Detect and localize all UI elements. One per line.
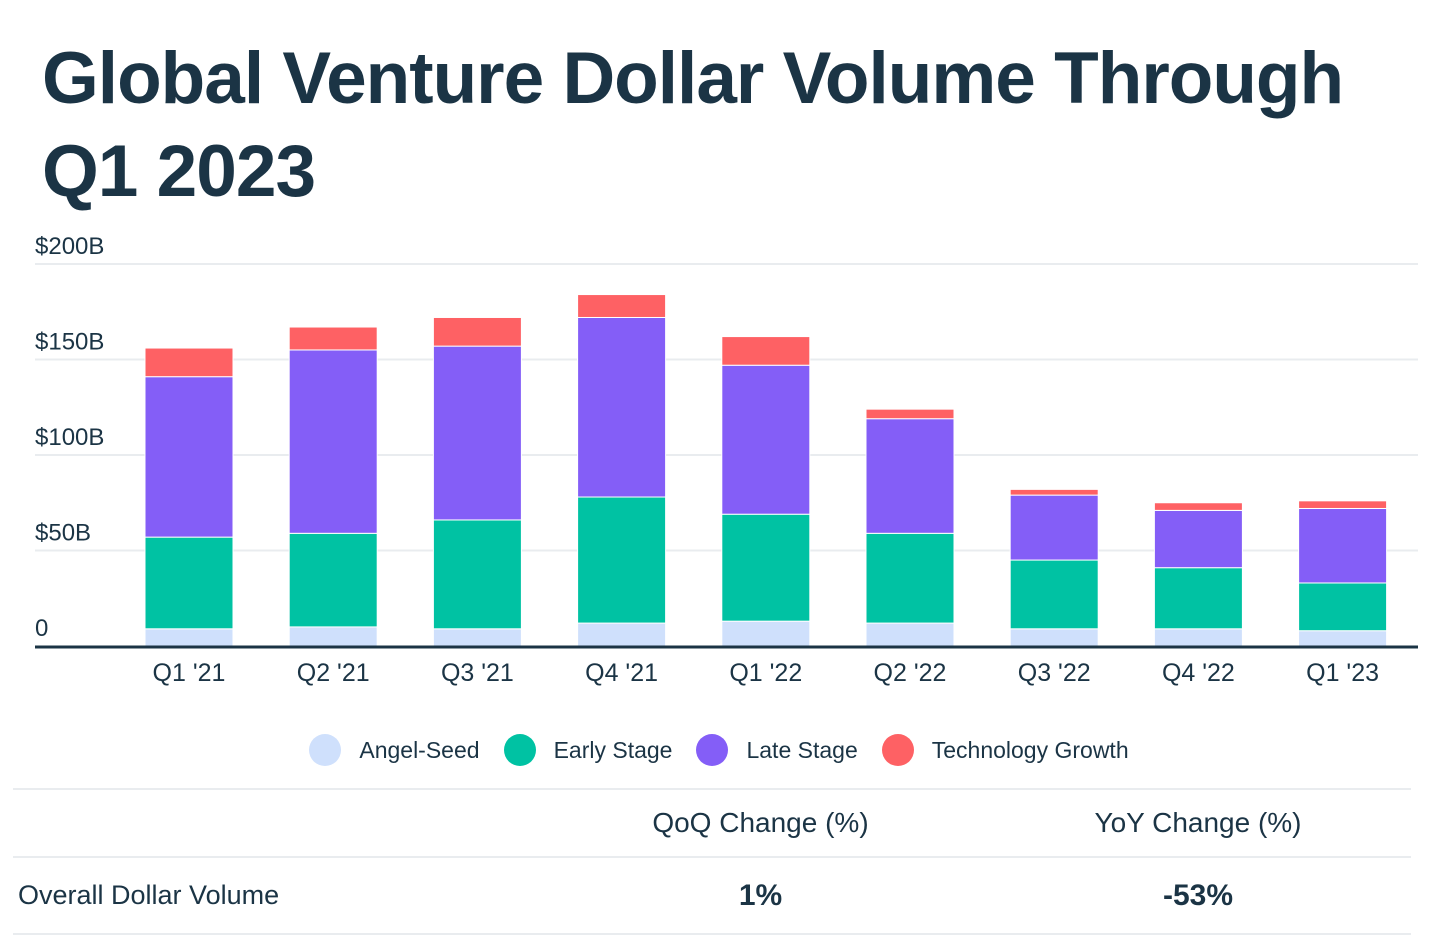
y-tick-label-150: $150B — [35, 329, 104, 356]
bar-angel-seed-q4-21 — [577, 622, 667, 647]
bar-technology-growth-q2-22 — [865, 408, 955, 420]
bar-technology-growth-q1-23 — [1298, 500, 1388, 509]
legend-swatch-angel-seed — [309, 734, 342, 766]
yoy-change-header: YoY Change (%) — [1094, 807, 1302, 838]
legend: Angel-Seed Early Stage Late Stage Techno… — [0, 732, 1438, 768]
x-tick-label-q2-21: Q2 '21 — [297, 659, 370, 687]
bar-early-stage-q4-22 — [1153, 567, 1243, 630]
bar-early-stage-q2-21 — [288, 532, 378, 628]
x-tick-label-q2-22: Q2 '22 — [874, 659, 947, 687]
bar-angel-seed-q1-23 — [1298, 630, 1388, 647]
legend-swatch-technology-growth — [881, 734, 914, 766]
bar-late-stage-q1-23 — [1298, 507, 1388, 584]
bar-stack-q4-22 — [1153, 502, 1243, 647]
bar-angel-seed-q1-21 — [144, 628, 234, 647]
y-tick-label-0: 0 — [35, 615, 48, 642]
qoq-change-header: QoQ Change (%) — [652, 807, 869, 838]
row-label: Overall Dollar Volume — [18, 880, 280, 910]
bar-early-stage-q4-21 — [577, 496, 667, 624]
bar-stack-q3-21 — [432, 316, 522, 647]
legend-item-technology-growth: Technology Growth — [881, 734, 1129, 766]
legend-label-late-stage: Late Stage — [746, 736, 858, 763]
bar-late-stage-q4-22 — [1153, 509, 1243, 569]
bar-angel-seed-q1-22 — [721, 620, 811, 647]
bar-stack-q2-22 — [865, 408, 955, 647]
x-axis-tick-labels: Q1 '21 Q2 '21 Q3 '21 Q4 '21 Q1 '22 Q2 '22 Q3 '… — [153, 659, 1379, 687]
bar-stack-q3-22 — [1009, 488, 1099, 647]
legend-item-angel-seed: Angel-Seed — [309, 734, 480, 766]
y-axis-tick-labels: 0 $50B $100B $150B $200B — [35, 233, 104, 642]
legend-swatch-late-stage — [696, 734, 729, 766]
legend-label-early-stage: Early Stage — [553, 736, 673, 763]
y-tick-label-50: $50B — [35, 520, 91, 547]
bar-stack-q2-21 — [288, 326, 378, 647]
bar-late-stage-q3-22 — [1009, 494, 1099, 561]
qoq-change-value: 1% — [738, 878, 783, 912]
bar-late-stage-q1-22 — [721, 364, 811, 515]
bar-angel-seed-q4-22 — [1153, 628, 1243, 647]
stacked-bar-chart: 0$50B$100B$150B$200B Q1 '21 Q2 '21 Q3 '21 Q… — [35, 233, 1418, 687]
x-tick-label-q3-21: Q3 '21 — [441, 659, 514, 687]
legend-label-angel-seed: Angel-Seed — [359, 736, 480, 763]
bar-angel-seed-q3-21 — [432, 628, 522, 647]
bar-early-stage-q1-21 — [144, 536, 234, 630]
bar-early-stage-q3-21 — [432, 519, 522, 630]
bar-technology-growth-q3-22 — [1009, 488, 1099, 496]
bar-early-stage-q2-22 — [865, 532, 955, 624]
bar-early-stage-q3-22 — [1009, 559, 1099, 630]
bar-late-stage-q4-21 — [577, 316, 667, 498]
x-tick-label-q1-22: Q1 '22 — [729, 659, 802, 687]
table-header-row: QoQ Change (%) YoY Change (%) — [13, 788, 1411, 856]
bar-technology-growth-q4-22 — [1153, 502, 1243, 511]
bar-technology-growth-q4-21 — [577, 294, 667, 318]
x-tick-label-q3-22: Q3 '22 — [1018, 659, 1091, 687]
y-tick-label-200: $200B — [35, 233, 104, 260]
bar-angel-seed-q3-22 — [1009, 628, 1099, 647]
table-row: Overall Dollar Volume 1% -53% — [13, 856, 1411, 935]
legend-label-technology-growth: Technology Growth — [931, 736, 1129, 763]
bar-late-stage-q1-21 — [144, 376, 234, 538]
bar-stack-q1-22 — [721, 336, 811, 647]
bar-angel-seed-q2-21 — [288, 626, 378, 647]
change-summary-table: QoQ Change (%) YoY Change (%) Overall Do… — [13, 788, 1411, 935]
bar-early-stage-q1-23 — [1298, 582, 1388, 632]
bar-technology-growth-q1-22 — [721, 336, 811, 366]
legend-item-early-stage: Early Stage — [503, 734, 673, 766]
x-tick-label-q1-21: Q1 '21 — [153, 659, 226, 687]
bar-early-stage-q1-22 — [721, 513, 811, 622]
bar-technology-growth-q2-21 — [288, 326, 378, 351]
yoy-change-value: -53% — [1162, 878, 1234, 912]
bar-angel-seed-q2-22 — [865, 622, 955, 647]
bar-stack-q1-23 — [1298, 500, 1388, 647]
bars — [144, 294, 1388, 647]
y-tick-label-100: $100B — [35, 424, 104, 451]
bar-technology-growth-q3-21 — [432, 316, 522, 347]
x-tick-label-q1-23: Q1 '23 — [1306, 659, 1379, 687]
bar-stack-q1-21 — [144, 347, 234, 647]
x-tick-label-q4-22: Q4 '22 — [1162, 659, 1235, 687]
bar-technology-growth-q1-21 — [144, 347, 234, 378]
bar-stack-q4-21 — [577, 294, 667, 647]
bar-late-stage-q2-22 — [865, 418, 955, 534]
bar-late-stage-q3-21 — [432, 345, 522, 521]
chart-title: Global Venture Dollar Volume Through Q1 … — [42, 38, 1344, 212]
x-tick-label-q4-21: Q4 '21 — [585, 659, 658, 687]
bar-late-stage-q2-21 — [288, 349, 378, 534]
legend-swatch-early-stage — [503, 734, 536, 766]
legend-item-late-stage: Late Stage — [696, 734, 858, 766]
